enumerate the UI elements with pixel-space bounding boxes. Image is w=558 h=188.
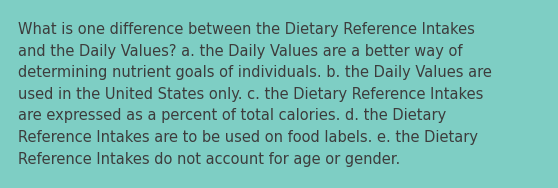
Text: What is one difference between the Dietary Reference Intakes
and the Daily Value: What is one difference between the Dieta…: [18, 22, 492, 167]
